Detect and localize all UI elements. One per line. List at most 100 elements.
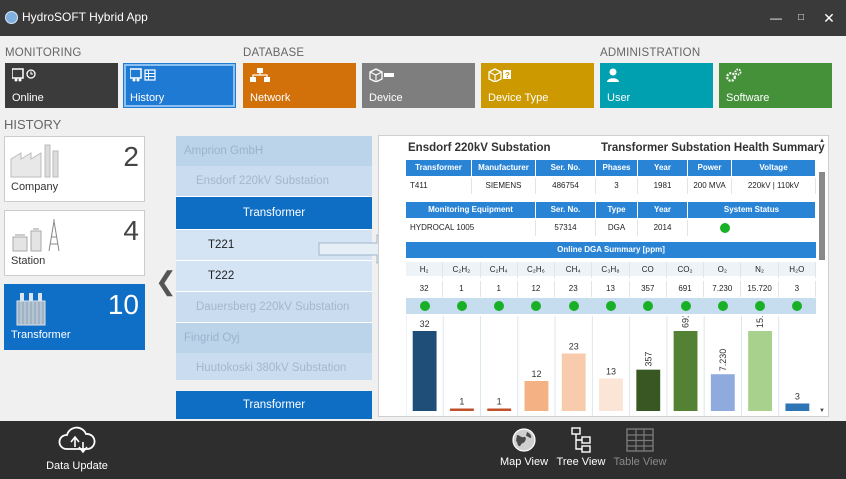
gas-value-cell: 23 (555, 281, 593, 297)
chart-data-label: 12 (531, 369, 541, 379)
tree-transformer-group[interactable]: Transformer (176, 197, 372, 229)
stat-station[interactable]: 4 Station (4, 210, 145, 276)
scroll-down-icon[interactable]: ▼ (819, 408, 825, 414)
gas-indicator-dot (717, 301, 728, 311)
tile-label: Software (726, 92, 770, 104)
chart-bar (673, 331, 698, 411)
chart-bar (412, 331, 437, 411)
tree-company-amprion[interactable]: Amprion GmbH (176, 136, 372, 166)
data-update-label: Data Update (46, 460, 108, 472)
tile-label: Device Type (488, 92, 549, 104)
gas-name-cell: C₂H₂ (443, 262, 481, 278)
indicator-row (406, 298, 816, 314)
table-cell: DGA (596, 220, 638, 236)
gas-name-cell: CO (630, 262, 667, 278)
close-button[interactable]: ✕ (823, 10, 835, 26)
table-cell: SIEMENS (472, 178, 536, 194)
tile-device-type[interactable]: ? Device Type (481, 63, 594, 108)
stat-value: 4 (123, 215, 139, 246)
tree-station-ensdorf[interactable]: Ensdorf 220kV Substation (176, 166, 372, 196)
chevron-left-icon[interactable]: ❮ (155, 266, 177, 296)
stat-label: Company (11, 181, 59, 193)
gas-value-cell: 7.230 (704, 281, 742, 297)
scroll-up-icon[interactable]: ▲ (819, 138, 825, 144)
tree-item-t222[interactable]: T222 (176, 261, 372, 291)
gas-indicator-dot (606, 301, 616, 311)
chart-bar (561, 353, 586, 411)
chart-data-label: 357 (643, 352, 653, 367)
tile-user[interactable]: User (600, 63, 713, 108)
tile-network[interactable]: Network (243, 63, 356, 108)
gas-indicator-dot (419, 301, 430, 311)
gas-name-cell: C₂H₆ (518, 262, 556, 278)
tile-history[interactable]: History (123, 63, 236, 108)
chart-bar (524, 381, 549, 411)
chart-data-label: 13 (606, 367, 616, 377)
station-title: Ensdorf 220kV Substation (408, 142, 551, 154)
gas-value-cell: 13 (592, 281, 630, 297)
panel-scrollbar[interactable]: ▲ ▼ (818, 138, 826, 414)
gas-value-cell: 3 (779, 281, 816, 297)
tile-device[interactable]: Device (362, 63, 475, 108)
chart-data-label: 3 (795, 392, 800, 402)
gas-indicator-dot (456, 301, 467, 311)
stat-company[interactable]: 2 Company (4, 136, 145, 202)
map-view-button[interactable]: Map View (496, 427, 552, 468)
dga-bar-chart: 32 1 1 12 23 13 357 691 7.230 15.720 3 (406, 316, 810, 416)
section-administration: ADMINISTRATION (600, 47, 701, 59)
table-view-button[interactable]: Table View (611, 427, 669, 468)
chart-bar (748, 331, 773, 411)
device-icon (369, 68, 394, 82)
chart-data-label: 32 (420, 319, 430, 329)
app-logo-icon (5, 11, 18, 24)
stat-transformer[interactable]: 10 Transformer (4, 284, 145, 350)
data-update-button[interactable]: Data Update (40, 425, 114, 472)
transformer-table-row: T411 SIEMENS 486754 3 1981 200 MVA 220kV | 110… (406, 178, 816, 194)
equipment-table-header: Monitoring Equipment Ser. No. Type Year Syst… (406, 202, 816, 218)
minimize-button[interactable]: — (770, 11, 782, 25)
tile-online[interactable]: Online (5, 63, 118, 108)
stat-value: 10 (107, 289, 139, 320)
gas-value-cell: 15.720 (741, 281, 779, 297)
table-view-label: Table View (613, 456, 667, 468)
gas-name-cell: CO₂ (667, 262, 705, 278)
table-header-cell: Manufacturer (472, 160, 536, 176)
title-bar: HydroSOFT Hybrid App — □ ✕ (0, 0, 846, 36)
tree-view-button[interactable]: Tree View (553, 427, 609, 468)
globe-icon (512, 428, 536, 452)
gears-icon (726, 68, 742, 82)
gas-name-cell: H₂ (406, 262, 444, 278)
chart-data-label: 23 (569, 342, 579, 352)
tile-label: History (130, 92, 165, 104)
transformer-table-header: Transformer Manufacturer Ser. No. Phases Yea… (406, 160, 816, 176)
chart-bar (710, 374, 735, 411)
table-header-cell: Transformer (406, 160, 472, 176)
table-cell: T411 (406, 178, 472, 194)
tree-view-label: Tree View (556, 456, 606, 468)
table-header-cell: Year (638, 202, 688, 218)
tile-label: Network (250, 92, 291, 104)
table-cell: HYDROCAL 1005 (406, 220, 536, 236)
table-grid-icon (626, 428, 654, 452)
gas-indicator-dot (755, 301, 766, 311)
substation-icon (12, 219, 60, 252)
chart-data-label: 1 (497, 397, 502, 407)
stat-label: Transformer (11, 329, 71, 341)
tree-transformer-group-2[interactable]: Transformer (176, 391, 372, 419)
table-header-cell: Phases (596, 160, 638, 176)
company-building-icon (10, 144, 59, 178)
history-icon (130, 68, 156, 82)
tree-station-dauersberg[interactable]: Dauersberg 220kV Substation (176, 292, 372, 322)
maximize-button[interactable]: □ (797, 12, 805, 23)
gas-name-cell: H₂O (779, 262, 816, 278)
tree-station-huutokoski[interactable]: Huutokoski 380kV Substation (176, 353, 372, 380)
gas-indicator-dot (568, 301, 579, 311)
gas-value-cell: 1 (443, 281, 481, 297)
tree-company-fingrid[interactable]: Fingrid Oyj (176, 323, 372, 353)
gas-name-cell: C₃H₈ (592, 262, 630, 278)
gas-value-cell: 32 (406, 281, 444, 297)
svg-text:?: ? (505, 71, 510, 80)
tile-software[interactable]: Software (719, 63, 832, 108)
gas-value-cell: 357 (630, 281, 667, 297)
scroll-thumb[interactable] (819, 172, 825, 260)
